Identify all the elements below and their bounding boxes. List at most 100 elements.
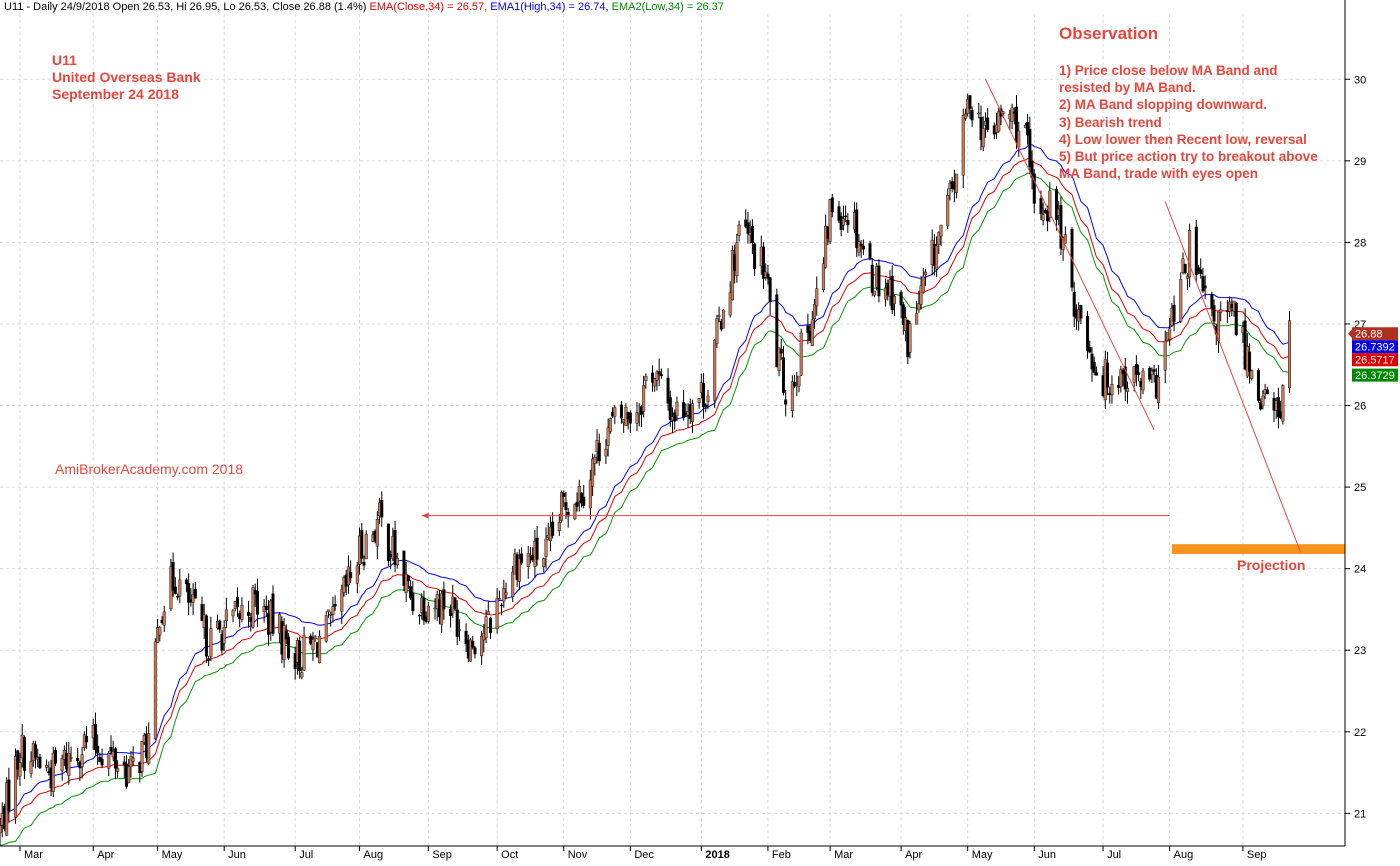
candle-body — [564, 502, 568, 510]
candle — [750, 219, 754, 254]
candle — [504, 582, 508, 599]
candle-body — [613, 407, 617, 417]
candle-body — [657, 371, 661, 375]
candle — [209, 616, 213, 662]
candle — [411, 580, 415, 615]
candle — [311, 631, 315, 661]
candle-body — [1152, 369, 1156, 372]
candle — [1250, 369, 1254, 381]
candle-body — [29, 761, 33, 774]
candle-body — [386, 523, 390, 562]
candle-body — [810, 319, 814, 346]
candle — [1059, 196, 1063, 256]
chart-header: U11 - Daily 24/9/2018 Open 26.53, Hi 26.… — [4, 1, 724, 13]
candle — [775, 288, 779, 368]
candle-body — [326, 609, 330, 613]
candle — [313, 635, 317, 642]
candle — [193, 582, 197, 599]
candle — [644, 373, 648, 389]
candle-body — [963, 113, 967, 119]
candle — [799, 328, 803, 376]
candle-body — [968, 95, 972, 109]
candle — [222, 620, 226, 651]
candle-body — [606, 427, 610, 446]
candle-body — [779, 349, 783, 354]
candle — [917, 290, 921, 313]
candle — [564, 491, 568, 519]
candle — [713, 338, 717, 408]
candle — [890, 265, 894, 315]
candle — [93, 712, 97, 756]
x-tick-label: Mar — [24, 849, 43, 861]
candle-body — [790, 381, 794, 411]
candle-body — [901, 304, 905, 326]
candle — [1072, 281, 1076, 327]
candle-body — [375, 519, 379, 547]
candle — [1199, 258, 1203, 279]
candle — [892, 294, 896, 317]
candle — [1017, 121, 1021, 157]
candle-body — [706, 395, 710, 402]
candle-body — [1032, 173, 1036, 204]
candle — [690, 399, 694, 434]
candle — [1106, 351, 1110, 396]
header-ema-high: EMA1(High,34) = 26.74, — [490, 1, 609, 13]
candle-body — [704, 404, 708, 408]
candle-body — [1090, 353, 1094, 370]
candle — [1110, 375, 1114, 404]
candle-body — [1137, 372, 1141, 376]
candle-body — [651, 372, 655, 383]
candle — [608, 417, 612, 434]
candle — [85, 726, 89, 749]
candle — [604, 439, 608, 465]
candle-body — [1054, 189, 1058, 221]
candle-body — [122, 761, 126, 766]
candle-body — [717, 315, 721, 317]
candle-body — [284, 630, 288, 640]
candle — [355, 562, 359, 594]
candle-body — [722, 309, 726, 329]
candle-body — [480, 635, 484, 657]
candle — [187, 573, 191, 616]
candle — [702, 372, 706, 419]
candle — [147, 722, 151, 765]
candle-body — [380, 500, 384, 518]
candle-body — [861, 245, 865, 250]
candle-body — [1026, 122, 1030, 136]
candle — [116, 760, 120, 778]
candle-body — [1265, 389, 1269, 394]
candle-body — [271, 593, 275, 634]
candle — [977, 102, 981, 119]
candle-body — [178, 579, 182, 597]
candle — [841, 205, 845, 231]
symbol-date: September 24 2018 — [52, 86, 179, 102]
candle-body — [191, 594, 195, 603]
candle-body — [0, 825, 2, 833]
candle-body — [1041, 214, 1045, 221]
x-tick-label: May — [972, 849, 993, 861]
candle-body — [935, 245, 939, 270]
candle-body — [457, 629, 461, 631]
candle-body — [464, 630, 468, 645]
candle-body — [946, 195, 950, 227]
candle — [324, 611, 328, 643]
candle — [402, 550, 406, 591]
candle — [1094, 366, 1098, 376]
candle — [300, 666, 304, 680]
x-tick-label: 2018 — [705, 849, 729, 861]
observation-list: 1) Price close below MA Band and resiste… — [1059, 62, 1318, 182]
candle — [935, 236, 939, 278]
candle-body — [924, 271, 928, 275]
candle — [520, 547, 524, 566]
observation-title: Observation — [1059, 24, 1159, 43]
candle — [109, 735, 113, 755]
candle-body — [1039, 198, 1043, 215]
candle — [970, 106, 974, 127]
candle-body — [728, 292, 732, 316]
candle — [1188, 223, 1192, 288]
candle-body — [642, 385, 646, 412]
candle-body — [961, 115, 965, 176]
x-tick-label: Apr — [97, 849, 114, 861]
candle — [1256, 368, 1260, 403]
